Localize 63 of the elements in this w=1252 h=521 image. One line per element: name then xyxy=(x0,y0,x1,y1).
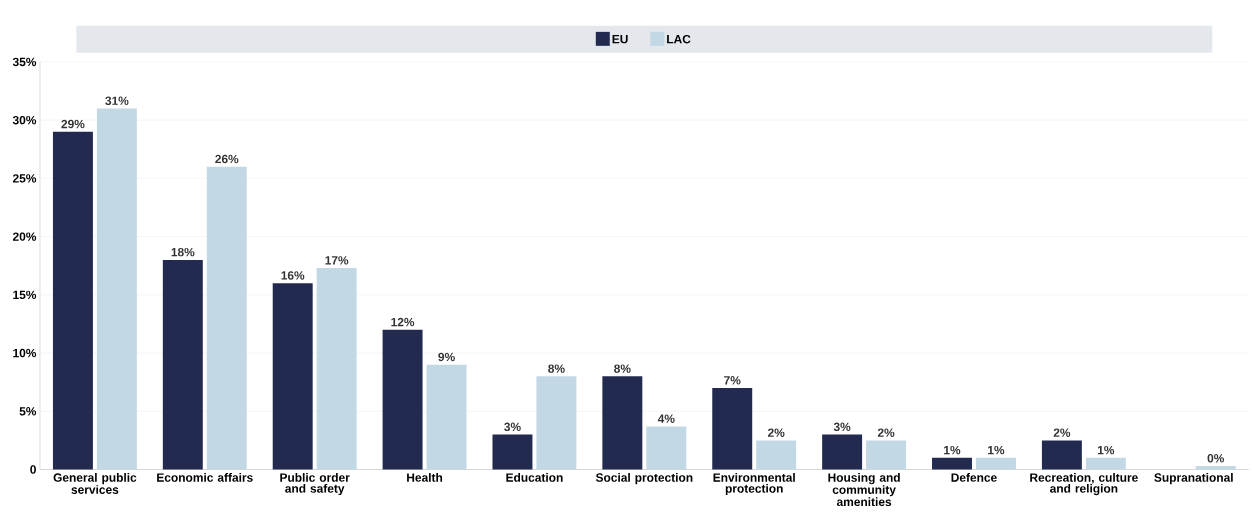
x-tick-label: Social protection xyxy=(595,472,693,484)
data-label: 8% xyxy=(548,364,565,373)
data-label: 2% xyxy=(877,428,895,437)
x-tick-label: Economic affairs xyxy=(157,472,253,482)
y-tick-label: 25% xyxy=(12,173,37,183)
bar xyxy=(426,364,467,470)
data-label: 31% xyxy=(105,96,129,105)
data-label: 26% xyxy=(215,154,239,163)
data-label: 9% xyxy=(438,352,455,361)
bar xyxy=(1085,457,1126,470)
y-tick-label: 5% xyxy=(19,406,37,416)
y-tick-label: 30% xyxy=(12,115,37,125)
bar xyxy=(492,434,533,470)
data-label: 0% xyxy=(1207,453,1225,463)
bar xyxy=(602,376,643,470)
data-label: 2% xyxy=(767,428,785,437)
data-label: 12% xyxy=(391,317,415,327)
bar xyxy=(162,259,203,470)
bar xyxy=(1195,465,1236,470)
data-label: 3% xyxy=(504,422,521,431)
data-label: 1% xyxy=(944,445,961,455)
x-tick-label: Supranational xyxy=(1154,472,1233,484)
bar xyxy=(206,166,247,470)
x-tick-label: General public services xyxy=(53,472,137,494)
y-tick-label: 20% xyxy=(12,232,37,241)
data-label: 7% xyxy=(724,375,741,385)
data-label: 18% xyxy=(171,247,195,257)
bar xyxy=(382,329,423,470)
bar xyxy=(52,131,93,470)
data-label: 2% xyxy=(1053,428,1071,437)
legend-label: LAC xyxy=(667,34,691,44)
bar xyxy=(646,426,687,470)
bar xyxy=(822,434,863,470)
data-label: 17% xyxy=(325,255,349,265)
y-tick-label: 10% xyxy=(13,348,37,358)
y-tick-label: 35% xyxy=(12,57,37,66)
x-tick-label: Environmental protection xyxy=(713,472,795,495)
data-label: 29% xyxy=(61,119,85,129)
y-tick-label: 0 xyxy=(30,465,36,474)
bar xyxy=(975,457,1016,470)
bar xyxy=(272,282,313,470)
bar xyxy=(96,108,137,470)
data-label: 1% xyxy=(1097,445,1115,455)
data-label: 4% xyxy=(657,414,675,423)
bar xyxy=(536,376,577,470)
bar xyxy=(316,267,357,470)
x-tick-label: Public order and safety xyxy=(280,472,350,495)
data-label: 8% xyxy=(614,364,631,373)
x-tick-label: Defence xyxy=(951,472,997,482)
legend-label: EU xyxy=(612,34,628,44)
data-label: 1% xyxy=(988,445,1005,455)
data-label: 3% xyxy=(833,422,851,431)
bar xyxy=(756,440,797,470)
bar xyxy=(866,440,907,470)
x-tick-label: Education xyxy=(506,472,563,482)
y-tick-label: 15% xyxy=(13,290,37,299)
x-tick-label: Health xyxy=(407,472,443,482)
bar xyxy=(932,457,972,470)
x-tick-label: Recreation, culture and religion xyxy=(1030,472,1138,495)
bar xyxy=(1041,440,1082,470)
data-label: 16% xyxy=(281,271,305,280)
bar xyxy=(712,387,753,470)
x-tick-label: Housing and community amenities xyxy=(828,472,900,506)
